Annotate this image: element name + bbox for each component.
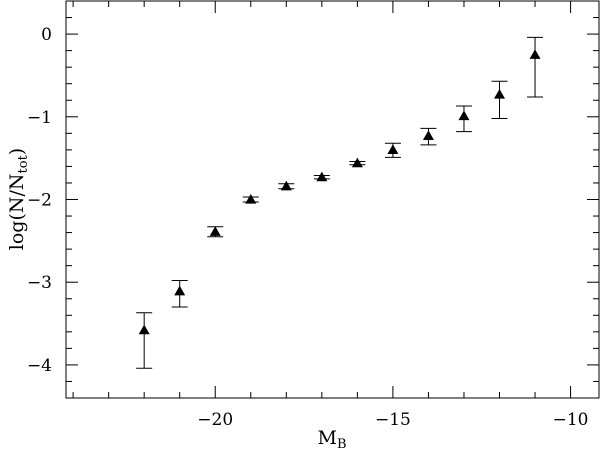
data-point	[349, 157, 366, 168]
triangle-marker	[458, 110, 470, 121]
triangle-marker	[529, 49, 541, 59]
data-point	[420, 127, 437, 146]
triangle-marker	[316, 171, 328, 182]
plot-frame	[65, 0, 600, 399]
triangle-marker	[174, 285, 186, 296]
data-point	[171, 280, 188, 308]
triangle-marker	[422, 130, 434, 140]
data-point	[455, 105, 472, 133]
data-point	[384, 142, 401, 158]
data-point	[207, 226, 224, 238]
data-point	[313, 171, 330, 182]
y-tick-label: −4	[27, 356, 52, 376]
x-tick-label: −10	[553, 410, 589, 430]
data-point	[278, 180, 295, 191]
axis-ticks	[66, 1, 599, 398]
data-points	[136, 36, 544, 369]
y-tick-label: −1	[27, 108, 52, 128]
y-axis-label-close: )	[6, 148, 28, 155]
data-point	[491, 80, 508, 119]
y-tick-label: −2	[27, 191, 52, 211]
triangle-marker	[209, 226, 221, 236]
x-axis-label: MB	[317, 427, 346, 450]
y-tick-label: −3	[27, 273, 52, 293]
triangle-marker	[494, 88, 506, 99]
triangle-marker	[138, 324, 150, 335]
triangle-marker	[245, 194, 257, 204]
triangle-marker	[387, 144, 399, 154]
y-axis-label: log(N/Ntot)	[6, 148, 31, 250]
x-tick-label: −20	[197, 410, 233, 430]
tick-labels: −20 −15 −10 0 −1 −2 −3 −4	[27, 25, 589, 430]
x-tick-label: −15	[375, 410, 411, 430]
y-axis-label-subscript: tot	[16, 154, 31, 173]
x-axis-label-subscript: B	[337, 437, 347, 450]
triangle-marker	[351, 157, 363, 168]
data-point	[242, 194, 259, 204]
data-point	[136, 312, 153, 369]
data-point	[527, 36, 544, 98]
y-tick-label: 0	[41, 25, 52, 45]
triangle-marker	[280, 180, 292, 191]
